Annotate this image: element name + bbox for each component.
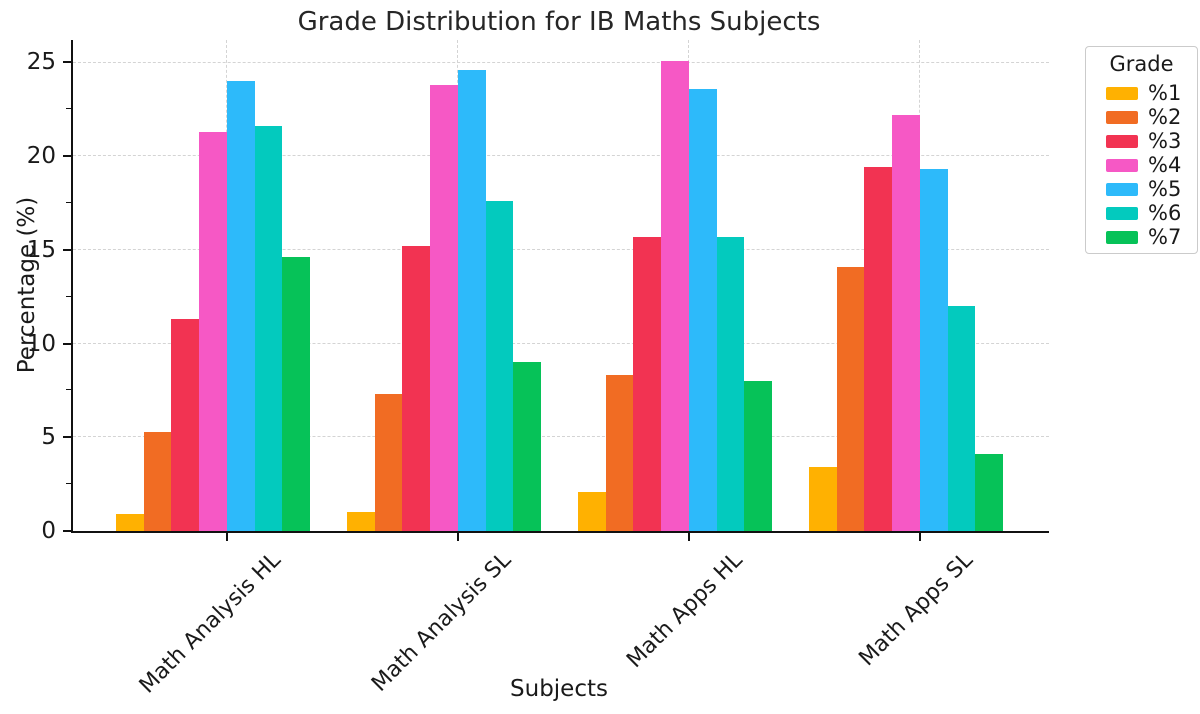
x-tick-math-analysis-sl bbox=[457, 533, 459, 541]
bar-math-apps-hl-grade-4 bbox=[661, 60, 689, 531]
legend-swatch-grade-2 bbox=[1106, 110, 1138, 124]
bar-math-analysis-hl-grade-1 bbox=[116, 514, 144, 531]
legend-row-grade-5: %5 bbox=[1106, 177, 1197, 201]
bar-math-apps-sl-grade-7 bbox=[975, 454, 1003, 531]
y-tick-label-0: 0 bbox=[41, 518, 56, 544]
legend: Grade %1 %2 %3 %4 %5 %6 %7 bbox=[1085, 46, 1198, 254]
legend-label-grade-3: %3 bbox=[1148, 129, 1182, 153]
legend-row-grade-1: %1 bbox=[1106, 81, 1197, 105]
y-tick-label-15: 15 bbox=[26, 236, 56, 263]
y-tick-10 bbox=[63, 342, 71, 345]
x-axis-label: Subjects bbox=[510, 676, 608, 702]
y-tick-label-10: 10 bbox=[26, 330, 56, 357]
legend-swatch-grade-1 bbox=[1106, 86, 1138, 100]
y-tick-minor-22-5 bbox=[66, 108, 71, 110]
x-tick-label-math-apps-hl: Math Apps HL bbox=[621, 547, 748, 673]
legend-row-grade-7: %7 bbox=[1106, 225, 1197, 249]
x-tick-math-analysis-hl bbox=[226, 533, 228, 541]
bar-math-apps-sl-grade-1 bbox=[809, 467, 837, 531]
bar-math-apps-hl-grade-5 bbox=[688, 88, 717, 531]
bar-math-analysis-sl-grade-5 bbox=[457, 70, 486, 531]
bar-math-analysis-hl-grade-7 bbox=[282, 257, 310, 531]
bar-math-analysis-sl-grade-1 bbox=[347, 512, 375, 531]
gridline-horizontal-15 bbox=[73, 248, 1049, 250]
bar-math-analysis-sl-grade-6 bbox=[485, 201, 514, 531]
x-tick-label-math-apps-sl: Math Apps SL bbox=[854, 547, 979, 672]
y-tick-20 bbox=[63, 155, 71, 158]
gridline-horizontal-25 bbox=[73, 61, 1049, 63]
y-tick-label-25: 25 bbox=[26, 49, 56, 76]
gridline-horizontal-5 bbox=[73, 436, 1049, 438]
plot-area bbox=[63, 40, 1049, 541]
legend-label-grade-6: %6 bbox=[1148, 201, 1182, 225]
legend-swatch-grade-4 bbox=[1106, 158, 1138, 172]
legend-label-grade-4: %4 bbox=[1148, 153, 1182, 177]
y-tick-label-5: 5 bbox=[41, 424, 56, 451]
legend-label-grade-5: %5 bbox=[1148, 177, 1182, 201]
y-tick-0 bbox=[63, 530, 71, 532]
y-tick-5 bbox=[63, 436, 71, 439]
x-tick-label-math-analysis-sl: Math Analysis SL bbox=[367, 547, 517, 697]
gridline-horizontal-10 bbox=[73, 342, 1049, 344]
bar-math-apps-hl-grade-1 bbox=[578, 491, 606, 531]
bar-math-analysis-hl-grade-4 bbox=[199, 131, 227, 531]
bar-math-analysis-sl-grade-2 bbox=[374, 394, 403, 531]
x-tick-math-apps-hl bbox=[688, 533, 690, 541]
legend-label-grade-7: %7 bbox=[1148, 225, 1182, 249]
bar-math-apps-sl-grade-5 bbox=[919, 169, 948, 531]
bar-math-analysis-hl-grade-5 bbox=[226, 81, 255, 531]
gridline-horizontal-20 bbox=[73, 155, 1049, 157]
bar-math-analysis-hl-grade-6 bbox=[254, 126, 283, 531]
bar-math-apps-sl-grade-3 bbox=[864, 167, 893, 531]
chart-title: Grade Distribution for IB Maths Subjects bbox=[297, 7, 821, 37]
bar-math-apps-sl-grade-4 bbox=[892, 114, 920, 531]
legend-swatch-grade-7 bbox=[1106, 230, 1138, 244]
y-tick-minor-17-5 bbox=[66, 202, 71, 204]
y-tick-15 bbox=[63, 248, 71, 251]
legend-swatch-grade-6 bbox=[1106, 206, 1138, 220]
legend-label-grade-1: %1 bbox=[1148, 81, 1182, 105]
bar-math-apps-sl-grade-6 bbox=[947, 306, 976, 531]
y-tick-label-20: 20 bbox=[26, 143, 56, 170]
bar-math-apps-hl-grade-2 bbox=[605, 375, 634, 531]
bar-math-analysis-sl-grade-3 bbox=[402, 246, 431, 531]
bar-math-analysis-hl-grade-3 bbox=[171, 319, 200, 531]
bar-math-analysis-sl-grade-7 bbox=[513, 362, 541, 531]
y-tick-minor-7-5 bbox=[66, 389, 71, 391]
x-tick-math-apps-sl bbox=[919, 533, 921, 541]
bar-math-apps-hl-grade-3 bbox=[633, 236, 662, 531]
legend-swatch-grade-3 bbox=[1106, 134, 1138, 148]
legend-row-grade-2: %2 bbox=[1106, 105, 1197, 129]
y-tick-minor-12-5 bbox=[66, 295, 71, 297]
bar-math-apps-sl-grade-2 bbox=[836, 266, 865, 531]
legend-swatch-grade-5 bbox=[1106, 182, 1138, 196]
bar-math-analysis-hl-grade-2 bbox=[143, 431, 172, 531]
legend-title: Grade bbox=[1109, 52, 1174, 76]
bar-math-apps-hl-grade-6 bbox=[716, 236, 745, 531]
y-tick-minor-2-5 bbox=[66, 483, 71, 485]
bar-math-apps-hl-grade-7 bbox=[744, 381, 772, 531]
bar-math-analysis-sl-grade-4 bbox=[430, 84, 458, 531]
legend-label-grade-2: %2 bbox=[1148, 105, 1182, 129]
legend-row-grade-3: %3 bbox=[1106, 129, 1197, 153]
legend-row-grade-4: %4 bbox=[1106, 153, 1197, 177]
y-tick-25 bbox=[63, 61, 71, 64]
legend-row-grade-6: %6 bbox=[1106, 201, 1197, 225]
